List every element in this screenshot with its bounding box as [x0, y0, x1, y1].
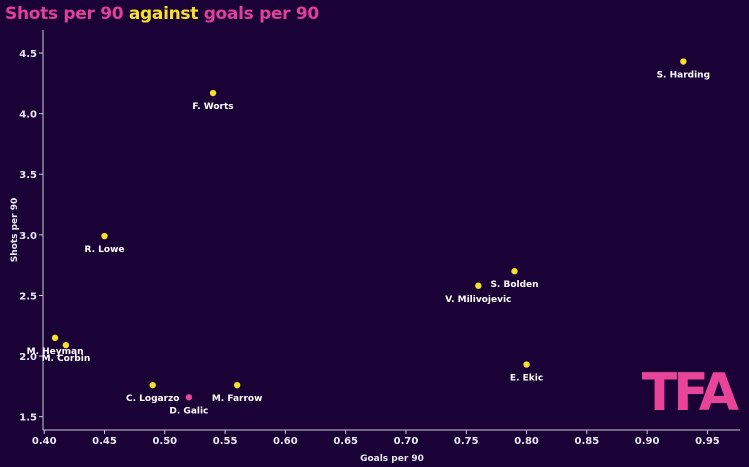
point-label: D. Galic: [169, 406, 208, 416]
y-tick-label: 3.0: [19, 231, 37, 242]
x-tick-label: 0.90: [635, 436, 660, 447]
x-axis-label: Goals per 90: [360, 454, 424, 464]
data-point: [475, 282, 482, 289]
y-tick-label: 4.0: [19, 110, 37, 121]
data-point: [523, 361, 530, 368]
y-axis-label: Shots per 90: [10, 198, 20, 263]
data-point: [101, 232, 108, 240]
y-tick-label: 2.0: [19, 352, 37, 363]
tfa-logo: TFA: [641, 363, 739, 423]
x-tick-label: 0.70: [394, 436, 419, 447]
x-tick-label: 0.50: [152, 436, 177, 447]
y-tick-label: 2.5: [19, 291, 37, 302]
x-tick-label: 0.80: [514, 436, 539, 447]
x-tick-label: 0.65: [333, 436, 358, 447]
point-label: M. Heyman: [27, 347, 84, 357]
data-point: [62, 341, 70, 349]
point-label: F. Worts: [192, 102, 233, 112]
data-point: [209, 89, 217, 97]
point-label: S. Harding: [657, 71, 710, 81]
point-label: S. Bolden: [490, 280, 538, 290]
x-tick-label: 0.95: [695, 436, 720, 447]
point-label: M. Farrow: [212, 394, 263, 404]
data-point: [185, 394, 193, 401]
point-label: V. Milivojevic: [445, 295, 511, 305]
x-tick-label: 0.40: [32, 436, 57, 447]
data-point: [511, 268, 518, 275]
point-label: C. Logarzo: [126, 394, 179, 404]
point-label: R. Lowe: [85, 245, 125, 255]
data-point: [233, 381, 241, 389]
data-point: [149, 381, 156, 389]
x-tick-label: 0.55: [213, 436, 238, 447]
x-tick-label: 0.45: [92, 436, 117, 447]
data-point: [680, 58, 687, 65]
y-tick-label: 3.5: [19, 170, 37, 181]
x-tick-label: 0.85: [575, 436, 600, 447]
x-tick-label: 0.75: [454, 436, 479, 447]
y-tick-label: 1.5: [19, 413, 37, 424]
data-point: [51, 334, 59, 342]
point-label: E. Ekic: [510, 374, 543, 384]
x-tick-label: 0.60: [273, 436, 298, 447]
y-tick-label: 4.5: [19, 49, 37, 60]
point-label: M. Corbin: [42, 354, 91, 364]
chart-title: Shots per 90 against goals per 90: [5, 4, 319, 24]
